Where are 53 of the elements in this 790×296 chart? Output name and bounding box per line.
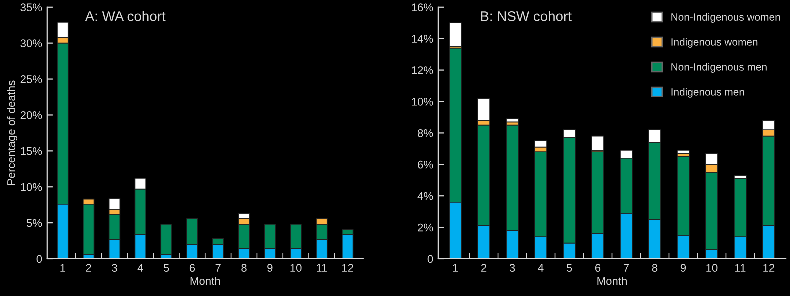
x-tick-label: 11 (317, 264, 328, 272)
x-tick-label: 12 (764, 264, 775, 272)
bar (506, 118, 519, 123)
y-axis-title: Percentage of deaths (7, 80, 18, 186)
y-tick-label: 6% (418, 160, 434, 169)
y-tick-label: 35% (20, 4, 42, 12)
y-tick-label: 25% (20, 76, 42, 84)
y-tick-label: 15% (21, 147, 42, 156)
x-tick-label: 6 (190, 264, 196, 272)
x-tick-label: 1 (453, 264, 458, 272)
bar (160, 224, 172, 256)
x-tick-label: 1 (60, 264, 66, 272)
y-tick-label: 14% (412, 35, 434, 43)
y-tick-label: 8% (418, 129, 434, 138)
y-tick-label: 10% (21, 183, 42, 192)
x-tick-label: 9 (680, 264, 686, 272)
x-tick-label: 10 (290, 264, 302, 272)
x-tick-label: 4 (138, 264, 144, 272)
x-axis-title: Month (598, 276, 627, 286)
x-tick-label: 10 (706, 264, 718, 272)
y-tick-label: 2% (418, 224, 434, 232)
legend-label: Indigenous women (672, 38, 758, 48)
x-tick-label: 3 (112, 264, 118, 272)
x-tick-label: 3 (510, 264, 516, 272)
y-tick-label: 0 (428, 255, 434, 264)
y-tick-label: 5% (26, 219, 42, 228)
x-tick-label: 6 (595, 264, 601, 272)
x-tick-label: 9 (268, 264, 273, 272)
y-tick-label: 4% (418, 192, 434, 200)
x-axis-title: Month (190, 276, 220, 286)
y-tick-label: 20% (20, 111, 42, 120)
x-tick-label: 11 (736, 264, 746, 272)
y-tick-label: 30% (20, 40, 42, 48)
legend-label: Non-Indigenous women (672, 13, 780, 23)
x-tick-label: 8 (652, 264, 658, 272)
x-tick-label: 2 (86, 264, 92, 272)
chart-title: B: NSW cohort (481, 11, 572, 22)
legend-label: Non-Indigenous men (672, 63, 767, 73)
x-tick-label: 5 (566, 264, 572, 272)
y-tick-label: 0 (36, 255, 42, 264)
x-tick-label: 5 (164, 264, 170, 272)
y-tick-label: 12% (412, 66, 434, 74)
chart-title: A: WA cohort (85, 11, 166, 22)
x-tick-label: 2 (482, 264, 487, 272)
y-tick-label: 10% (412, 98, 434, 106)
x-tick-label: 4 (538, 264, 544, 272)
bar (677, 150, 690, 154)
x-tick-label: 8 (242, 264, 247, 272)
x-tick-label: 7 (624, 264, 630, 272)
x-tick-label: 7 (216, 264, 221, 272)
x-tick-label: 12 (342, 264, 354, 272)
legend-label: Indigenous men (672, 88, 744, 98)
y-tick-label: 16% (412, 4, 434, 12)
